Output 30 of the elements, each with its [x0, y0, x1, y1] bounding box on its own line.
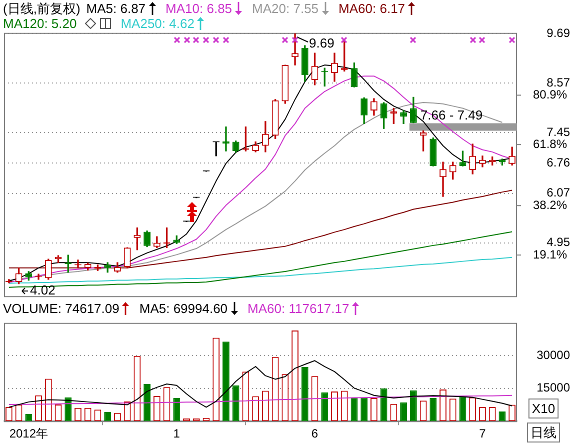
- y-tick-label: 30000: [536, 348, 570, 362]
- legend-label: VOLUME: 74617.09: [3, 301, 120, 316]
- chart-title: (日线,前复权): [3, 1, 80, 16]
- y2-tick-label: 80.9%: [532, 87, 568, 102]
- text: X10: [532, 401, 556, 416]
- x-tick-label: 1: [173, 426, 180, 441]
- legend-label: MA60: 6.17: [338, 1, 406, 16]
- legend-label: MA60: 117617.17: [248, 301, 350, 316]
- y-tick-label: 15000: [536, 380, 570, 395]
- x-tick-label: 6: [311, 426, 318, 441]
- text: 日线: [530, 425, 556, 440]
- y2-tick-label: 38.2%: [532, 198, 568, 212]
- text: MA120: 5.20: [3, 16, 77, 31]
- legend-label: MA5: 6.87: [86, 1, 146, 16]
- legend-label: MA250: 4.62: [120, 16, 194, 31]
- annotation: 4.02: [30, 282, 56, 298]
- y2-tick-label: 19.1%: [532, 247, 568, 262]
- annotation: 9.69: [309, 36, 334, 51]
- y-tick-label: 6.07: [546, 186, 570, 200]
- y-tick-label: 7.45: [546, 124, 570, 139]
- legend-label: MA20: 7.55: [252, 1, 319, 16]
- y-tick-label: 6.76: [546, 155, 570, 170]
- x-tick-label: 2012年: [9, 426, 48, 441]
- y2-tick-label: 61.8%: [532, 136, 568, 151]
- y-tick-label: 4.95: [546, 235, 570, 250]
- y-tick-label: 8.57: [546, 75, 570, 90]
- legend-label: MA5: 69994.60: [139, 301, 228, 316]
- legend-label: MA10: 6.85: [166, 1, 232, 16]
- x-tick-label: 7: [479, 426, 486, 441]
- y-tick-label: 9.69: [546, 26, 570, 40]
